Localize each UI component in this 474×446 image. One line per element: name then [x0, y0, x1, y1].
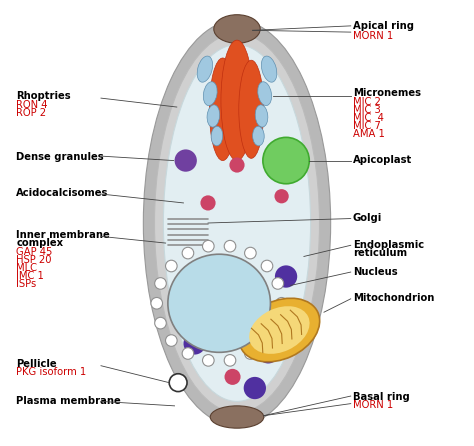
- Ellipse shape: [197, 56, 213, 82]
- Text: Pellicle: Pellicle: [16, 359, 57, 369]
- Circle shape: [165, 260, 177, 272]
- Circle shape: [225, 369, 241, 385]
- Text: MIC 2: MIC 2: [353, 97, 381, 107]
- Text: PKG isoform 1: PKG isoform 1: [16, 367, 86, 377]
- Ellipse shape: [255, 105, 268, 127]
- Circle shape: [272, 278, 283, 289]
- Text: Acidocalcisomes: Acidocalcisomes: [16, 188, 109, 198]
- Ellipse shape: [164, 45, 310, 401]
- Text: reticulum: reticulum: [353, 248, 407, 258]
- Text: Endoplasmic: Endoplasmic: [353, 240, 424, 250]
- Circle shape: [276, 297, 287, 309]
- Circle shape: [245, 348, 256, 359]
- Circle shape: [182, 247, 194, 259]
- Ellipse shape: [249, 306, 310, 354]
- Text: HSP 20: HSP 20: [16, 255, 52, 265]
- Ellipse shape: [221, 40, 253, 161]
- Text: Apicoplast: Apicoplast: [353, 155, 412, 165]
- Text: RON 4: RON 4: [16, 100, 48, 110]
- Text: MIC 3: MIC 3: [353, 105, 381, 115]
- Circle shape: [274, 189, 289, 203]
- Text: MORN 1: MORN 1: [353, 400, 393, 409]
- Text: GAP 45: GAP 45: [16, 247, 53, 257]
- Circle shape: [261, 335, 273, 347]
- Text: Rhoptries: Rhoptries: [16, 91, 71, 101]
- Circle shape: [229, 157, 245, 173]
- Circle shape: [275, 265, 297, 288]
- Text: MORN 1: MORN 1: [353, 31, 393, 41]
- Text: IMC 1: IMC 1: [16, 271, 44, 281]
- Circle shape: [245, 247, 256, 259]
- Circle shape: [174, 149, 197, 172]
- Circle shape: [244, 377, 266, 399]
- Ellipse shape: [239, 298, 319, 362]
- Ellipse shape: [168, 254, 271, 352]
- Ellipse shape: [239, 60, 264, 158]
- Circle shape: [155, 278, 166, 289]
- Ellipse shape: [214, 15, 260, 43]
- Circle shape: [155, 317, 166, 329]
- Text: MLC: MLC: [16, 263, 37, 273]
- Text: complex: complex: [16, 238, 64, 248]
- Circle shape: [263, 137, 309, 184]
- Circle shape: [182, 348, 194, 359]
- Ellipse shape: [211, 126, 223, 146]
- Circle shape: [224, 355, 236, 366]
- Ellipse shape: [210, 58, 236, 161]
- Text: AMA 1: AMA 1: [353, 129, 385, 139]
- Circle shape: [151, 297, 163, 309]
- Circle shape: [261, 260, 273, 272]
- Text: Inner membrane: Inner membrane: [16, 230, 110, 240]
- Circle shape: [201, 195, 216, 211]
- Ellipse shape: [261, 56, 277, 82]
- Text: MIC  4: MIC 4: [353, 113, 384, 123]
- Ellipse shape: [258, 82, 272, 106]
- Text: Nucleus: Nucleus: [353, 267, 398, 277]
- Circle shape: [202, 240, 214, 252]
- Circle shape: [202, 355, 214, 366]
- Text: MIC 7: MIC 7: [353, 121, 381, 131]
- Circle shape: [183, 332, 206, 355]
- Ellipse shape: [253, 126, 264, 146]
- Ellipse shape: [203, 82, 217, 106]
- Circle shape: [272, 317, 283, 329]
- Text: Micronemes: Micronemes: [353, 88, 421, 98]
- Text: Apical ring: Apical ring: [353, 21, 414, 31]
- Ellipse shape: [155, 33, 319, 413]
- Ellipse shape: [207, 105, 219, 127]
- Circle shape: [224, 240, 236, 252]
- Ellipse shape: [210, 406, 264, 428]
- Text: Dense granules: Dense granules: [16, 152, 104, 161]
- Text: Basal ring: Basal ring: [353, 392, 410, 401]
- Ellipse shape: [143, 20, 331, 426]
- Circle shape: [165, 335, 177, 347]
- Text: Plasma membrane: Plasma membrane: [16, 396, 121, 406]
- Text: Mitochondrion: Mitochondrion: [353, 293, 434, 303]
- Text: ISPs: ISPs: [16, 279, 36, 289]
- Circle shape: [169, 374, 187, 392]
- Circle shape: [257, 341, 279, 363]
- Text: Golgi: Golgi: [353, 213, 382, 223]
- Text: ROP 2: ROP 2: [16, 108, 46, 118]
